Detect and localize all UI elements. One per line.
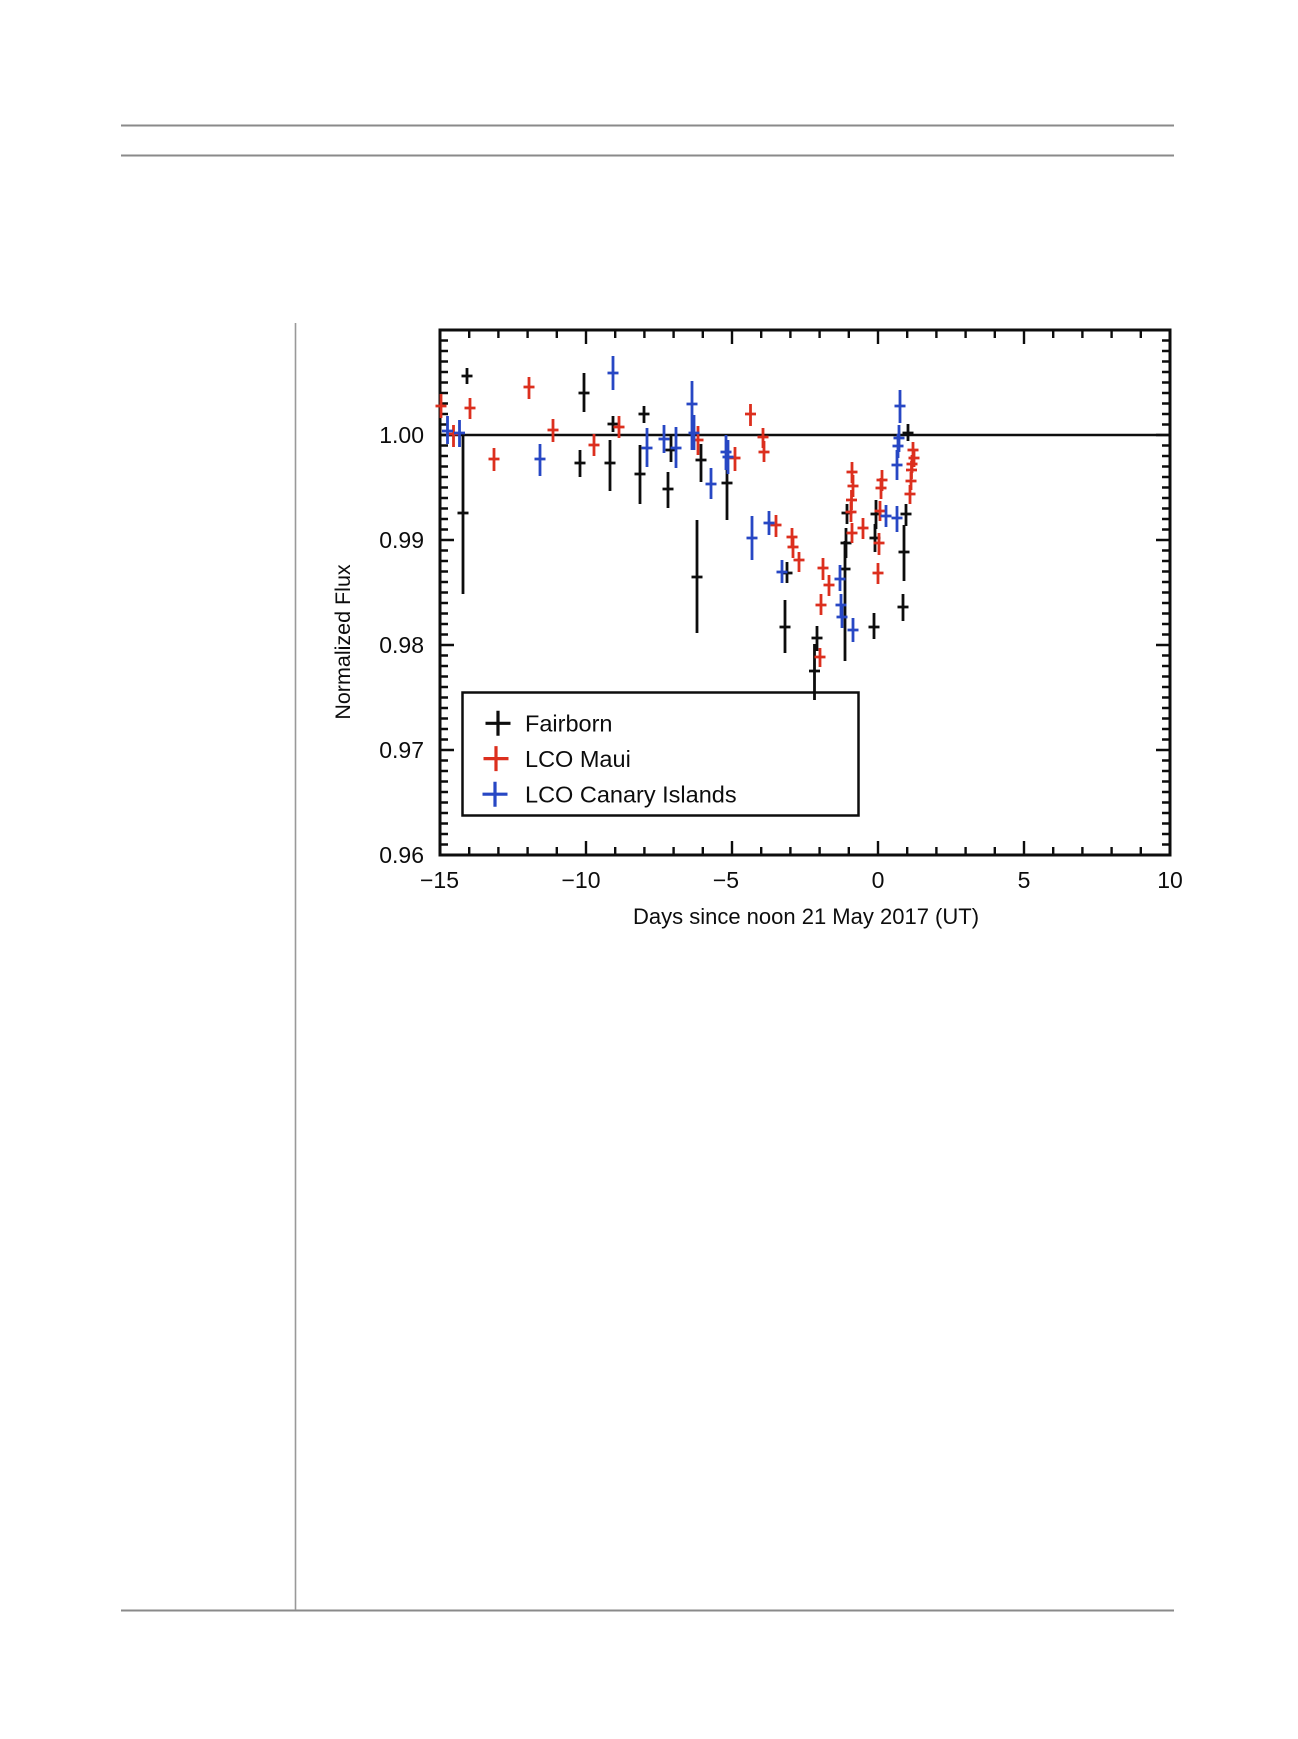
svg-text:0.99: 0.99	[379, 527, 424, 553]
svg-text:Normalized Flux: Normalized Flux	[331, 564, 355, 720]
svg-text:10: 10	[1157, 867, 1183, 893]
svg-text:Days since noon 21 May 2017 (U: Days since noon 21 May 2017 (UT)	[633, 904, 979, 929]
svg-text:0.96: 0.96	[379, 842, 424, 868]
svg-text:1.00: 1.00	[379, 422, 424, 448]
svg-text:LCO Maui: LCO Maui	[525, 746, 631, 772]
svg-text:0: 0	[872, 867, 885, 893]
svg-text:0.98: 0.98	[379, 632, 424, 658]
svg-text:Fairborn: Fairborn	[525, 711, 613, 737]
svg-text:−10: −10	[561, 867, 600, 893]
svg-text:0.97: 0.97	[379, 737, 424, 763]
svg-text:5: 5	[1018, 867, 1031, 893]
svg-text:−5: −5	[713, 867, 739, 893]
svg-text:LCO Canary Islands: LCO Canary Islands	[525, 782, 737, 808]
svg-text:−15: −15	[420, 867, 459, 893]
